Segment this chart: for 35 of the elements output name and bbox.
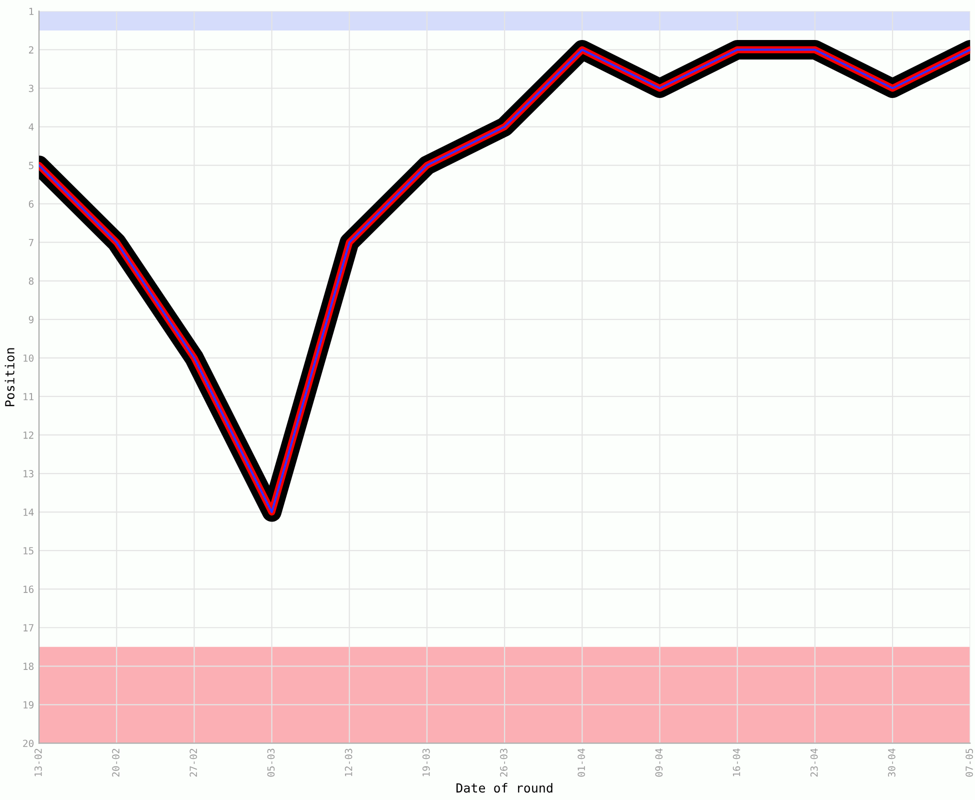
- y-tick-label: 6: [28, 200, 34, 208]
- x-tick-label: 01-04: [578, 748, 586, 777]
- x-tick-label: 09-04: [655, 748, 663, 777]
- x-tick-label: 12-03: [344, 748, 352, 776]
- x-tick-label: 19-03: [422, 748, 430, 776]
- y-tick-label: 8: [28, 277, 34, 285]
- y-tick-label: 10: [24, 354, 34, 362]
- y-tick-label: 5: [28, 162, 34, 170]
- x-tick-label: 30-04: [888, 748, 896, 777]
- x-axis-title: Date of round: [456, 782, 552, 793]
- y-axis-title: Position: [4, 348, 14, 406]
- x-tick-label: 05-03: [267, 748, 275, 777]
- y-tick-label: 11: [24, 393, 34, 400]
- y-tick-label: 1: [29, 8, 34, 15]
- y-tick-label: 9: [28, 316, 34, 324]
- x-tick-label: 16-04: [732, 748, 740, 776]
- y-tick-label: 4: [28, 123, 34, 130]
- x-tick-label: 27-02: [190, 748, 198, 777]
- y-tick-label: 19: [24, 701, 34, 709]
- y-tick-label: 3: [28, 84, 34, 92]
- y-tick-label: 2: [29, 46, 34, 54]
- y-tick-label: 17: [24, 624, 34, 632]
- y-tick-label: 12: [24, 431, 34, 439]
- x-tick-label: 20-02: [112, 748, 120, 777]
- y-tick-label: 7: [28, 238, 34, 246]
- x-tick-label: 13-02: [34, 748, 42, 776]
- y-tick-label: 18: [24, 662, 34, 670]
- y-tick-label: 14: [24, 508, 34, 516]
- y-tick-label: 15: [24, 547, 34, 554]
- y-tick-label: 13: [24, 470, 34, 478]
- x-tick-label: 23-04: [810, 748, 818, 777]
- x-tick-label: 26-03: [500, 748, 508, 777]
- x-tick-label: 07-05: [966, 748, 973, 777]
- y-tick-label: 16: [24, 586, 34, 593]
- y-tick-label: 20: [23, 740, 34, 748]
